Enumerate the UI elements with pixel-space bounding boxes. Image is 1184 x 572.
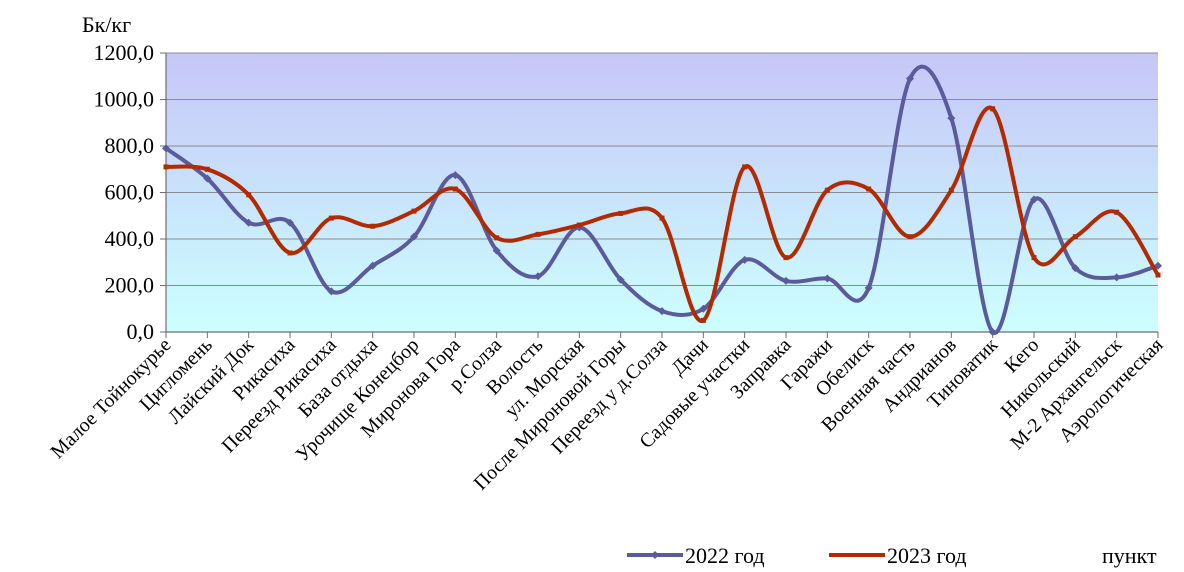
data-point bbox=[576, 222, 582, 228]
data-point bbox=[823, 274, 832, 283]
legend: 2022 год 2023 год bbox=[627, 543, 967, 568]
data-point bbox=[204, 166, 210, 172]
series-1 bbox=[162, 64, 1162, 336]
data-point bbox=[286, 218, 294, 227]
legend-label: 2022 год bbox=[685, 543, 765, 568]
data-point bbox=[699, 304, 708, 313]
data-point bbox=[782, 276, 790, 285]
data-point bbox=[494, 235, 500, 241]
data-point bbox=[451, 171, 460, 180]
data-point bbox=[700, 317, 706, 323]
legend-item: 2022 год bbox=[627, 543, 765, 568]
data-point bbox=[452, 186, 458, 192]
data-point bbox=[1030, 195, 1038, 204]
data-point bbox=[947, 114, 956, 123]
data-point bbox=[492, 246, 501, 255]
y-tick-label: 600,0 bbox=[105, 180, 155, 205]
series-layer bbox=[162, 64, 1162, 336]
data-point bbox=[368, 261, 377, 270]
data-point bbox=[906, 74, 914, 83]
data-point bbox=[742, 164, 748, 170]
data-point bbox=[534, 272, 542, 281]
data-point bbox=[410, 232, 418, 241]
data-point bbox=[244, 218, 253, 227]
data-point bbox=[740, 255, 749, 264]
data-point bbox=[163, 164, 169, 170]
y-tick-label: 1200,0 bbox=[94, 40, 155, 65]
data-point bbox=[783, 255, 789, 261]
data-point bbox=[287, 250, 293, 256]
y-tick-label: 800,0 bbox=[105, 133, 155, 158]
data-point bbox=[162, 144, 170, 153]
data-point bbox=[948, 187, 954, 193]
data-point bbox=[907, 234, 913, 240]
data-point bbox=[1155, 272, 1161, 278]
data-point bbox=[246, 192, 252, 198]
data-point bbox=[535, 231, 541, 237]
series-line bbox=[165, 105, 1160, 323]
data-point bbox=[328, 215, 334, 221]
y-tick-labels: 0,0 200,0 400,0 600,0 800,0 1000,0 1200,0 bbox=[94, 40, 155, 344]
data-point bbox=[659, 215, 665, 221]
x-unit-label: пункт bbox=[1102, 543, 1157, 568]
data-point bbox=[1072, 234, 1078, 240]
data-point bbox=[658, 307, 666, 316]
data-point bbox=[866, 186, 872, 192]
y-unit-label: Бк/кг bbox=[82, 12, 131, 37]
data-point bbox=[824, 187, 830, 193]
data-point bbox=[1071, 264, 1080, 273]
data-point bbox=[618, 210, 624, 216]
data-point bbox=[411, 208, 417, 214]
data-point bbox=[203, 174, 212, 183]
data-point bbox=[370, 223, 376, 229]
y-tick-label: 400,0 bbox=[105, 226, 155, 251]
data-point bbox=[1114, 209, 1120, 215]
y-tick-label: 1000,0 bbox=[94, 87, 155, 112]
y-tick-label: 0,0 bbox=[127, 319, 155, 344]
series-2 bbox=[163, 105, 1161, 323]
legend-marker bbox=[651, 551, 659, 559]
data-point bbox=[990, 106, 996, 112]
data-point bbox=[988, 328, 997, 336]
data-point bbox=[1031, 255, 1037, 261]
legend-label: 2023 год bbox=[887, 543, 967, 568]
data-point bbox=[1112, 273, 1121, 282]
legend-item: 2023 год bbox=[829, 543, 967, 568]
data-point bbox=[864, 283, 873, 292]
data-point bbox=[327, 287, 336, 296]
y-tick-label: 200,0 bbox=[105, 273, 155, 298]
data-point bbox=[616, 275, 625, 284]
